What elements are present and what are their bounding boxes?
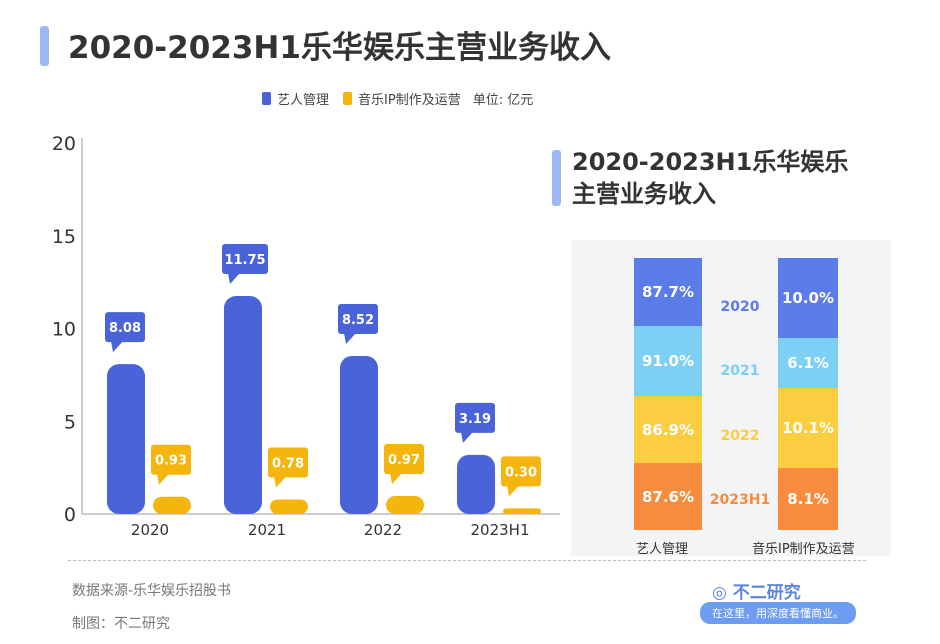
legend-label-artist: 艺人管理	[277, 93, 330, 108]
data-label: 8.08	[109, 321, 141, 336]
title-accent-bar	[40, 26, 49, 66]
unit-label: 单位: 亿元	[472, 93, 534, 108]
bar-music	[153, 496, 191, 514]
data-label-pointer	[507, 485, 519, 497]
y-tick-label: 5	[64, 411, 76, 433]
bar-artist	[340, 355, 378, 514]
panel-title-line2: 主营业务收入	[572, 180, 716, 208]
data-label: 3.19	[459, 412, 491, 427]
y-tick-label: 0	[64, 504, 76, 526]
panel-title-line1: 2020-2023H1乐华娱乐	[572, 148, 849, 176]
data-label-pointer	[344, 332, 356, 344]
data-label-bubble	[222, 244, 268, 275]
y-tick-label: 15	[52, 226, 76, 248]
legend: 艺人管理 音乐IP制作及运营 单位: 亿元	[262, 89, 533, 108]
data-label-pointer	[157, 473, 169, 485]
panel-accent-bar	[552, 150, 561, 206]
data-label: 8.52	[342, 313, 374, 328]
x-tick-label: 2022	[364, 521, 402, 539]
made-by-note: 制图：不二研究	[72, 616, 170, 632]
page-title: 2020-2023H1乐华娱乐主营业务收入	[68, 30, 611, 66]
year-label: 2020	[720, 299, 760, 315]
year-label: 2023H1	[709, 492, 771, 508]
bar-artist	[107, 364, 145, 514]
slogan: 在这里，用深度看懂商业。	[700, 602, 856, 624]
bar-artist	[457, 454, 495, 514]
panel-title: 2020-2023H1乐华娱乐 主营业务收入	[572, 146, 848, 210]
bar-music	[386, 496, 424, 514]
y-tick-label: 20	[52, 133, 76, 155]
bar-music	[503, 508, 541, 514]
data-label-pointer	[111, 341, 123, 353]
data-label: 0.93	[155, 454, 187, 469]
data-label: 0.30	[505, 465, 537, 480]
y-tick-label: 10	[52, 319, 76, 341]
data-label-bubble	[105, 312, 145, 343]
x-tick-label: 2020	[131, 521, 169, 539]
data-label-pointer	[274, 476, 286, 488]
share-segment: 86.9%	[634, 396, 702, 463]
share-segment: 91.0%	[634, 326, 702, 396]
legend-swatch-artist	[262, 92, 271, 105]
data-label: 0.97	[388, 453, 420, 468]
data-label-bubble	[151, 444, 191, 475]
data-label: 0.78	[272, 457, 304, 472]
x-tick-label: 2023H1	[471, 521, 530, 539]
legend-swatch-music	[343, 92, 353, 105]
data-label: 11.75	[224, 253, 265, 268]
share-segment: 87.7%	[634, 258, 702, 326]
data-label-bubble	[455, 402, 495, 433]
data-label-pointer	[228, 273, 240, 285]
logo-text: 不二研究	[732, 583, 801, 603]
data-label-pointer	[390, 473, 402, 485]
logo-icon: ◎	[712, 583, 733, 603]
data-label-bubble	[338, 303, 378, 334]
source-note: 数据来源-乐华娱乐招股书	[72, 583, 232, 599]
share-segment: 8.1%	[778, 468, 838, 530]
legend-label-music: 音乐IP制作及运营	[358, 93, 461, 108]
brand-logo: ◎ 不二研究	[712, 578, 801, 603]
share-panel	[571, 240, 891, 556]
divider	[68, 560, 866, 561]
share-segment: 87.6%	[634, 463, 702, 530]
data-label-bubble	[384, 444, 424, 475]
year-label: 2021	[720, 363, 760, 379]
category-label: 艺人管理	[636, 542, 689, 557]
share-segment: 10.0%	[778, 258, 838, 338]
bar-music	[270, 499, 308, 514]
data-label-pointer	[461, 431, 473, 443]
share-segment: 6.1%	[778, 338, 838, 388]
share-segment: 10.1%	[778, 388, 838, 468]
data-label-bubble	[501, 456, 541, 487]
bar-artist	[224, 296, 262, 514]
x-tick-label: 2021	[248, 521, 286, 539]
year-label: 2022	[720, 428, 760, 444]
category-label: 音乐IP制作及运营	[752, 542, 855, 557]
data-label-bubble	[268, 447, 308, 478]
